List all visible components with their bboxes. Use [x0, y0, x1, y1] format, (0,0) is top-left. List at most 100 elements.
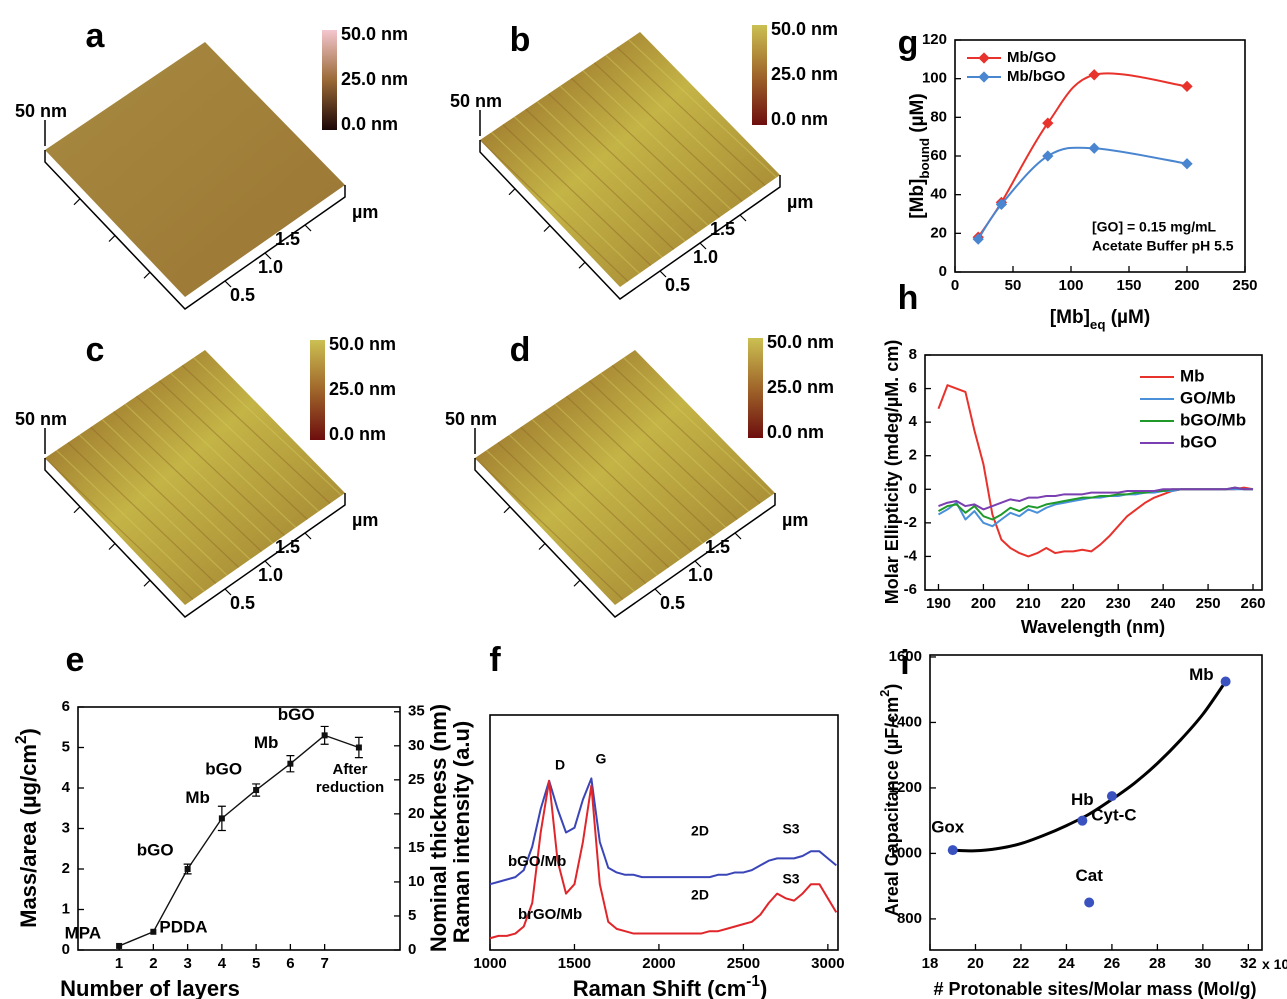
x-tick-label: 190 [926, 595, 951, 612]
peak-label: D [555, 757, 565, 773]
point-label: Mb [1189, 665, 1214, 684]
colorbar-label: 50.0 nm [329, 334, 396, 354]
afm-texture [193, 357, 342, 496]
x-tick-label: 4 [218, 955, 227, 972]
panel-label: b [510, 21, 531, 59]
label-part: ) [760, 976, 767, 999]
panel-label: d [510, 331, 531, 369]
point-label: Mb [254, 733, 279, 752]
y-tick-label: 20 [930, 224, 947, 241]
y-axis-label: Raman intensity (a.u) [449, 721, 474, 943]
axis-tick: 1.5 [275, 229, 300, 249]
afm-texture [486, 449, 635, 592]
plot-frame [489, 714, 839, 951]
series-label: brGO/Mb [518, 906, 582, 923]
afm-texture [566, 395, 715, 536]
afm-texture [90, 426, 240, 568]
legend-label: Mb [1180, 366, 1205, 385]
afm-tick [573, 579, 581, 587]
afm-surface [45, 42, 345, 297]
colorbar-label: 50.0 nm [341, 24, 408, 44]
colorbar-label: 25.0 nm [767, 377, 834, 397]
x-tick-label: 0 [951, 277, 959, 294]
data-point [1042, 150, 1054, 162]
x-tick-label: 28 [1149, 955, 1166, 972]
panel-label: f [489, 641, 501, 679]
axis-tick: 1.0 [688, 565, 713, 585]
axis-tick: 1.0 [693, 247, 718, 267]
afm-tick [508, 188, 516, 196]
legend-label: bGO [1180, 432, 1217, 451]
y-tick-label: 0 [939, 263, 947, 280]
height-label: 50 nm [15, 101, 67, 121]
afm-texture [588, 380, 738, 520]
legend-marker [978, 71, 990, 83]
label-part: (µM) [1105, 307, 1150, 328]
y-tick-label: 40 [930, 186, 947, 203]
x-axis-label: Wavelength (nm) [1021, 617, 1165, 637]
x-tick-label: 6 [286, 955, 294, 972]
colorbar [322, 30, 337, 130]
legend-label: Mb/GO [1007, 49, 1056, 66]
afm-tick [108, 235, 116, 242]
axis-tick: 0.5 [665, 275, 690, 295]
label-part: [Mb] [907, 179, 928, 219]
y-tick-label: 100 [922, 70, 947, 87]
afm-frame [44, 150, 346, 310]
panel-label: g [898, 24, 919, 62]
panel-label: c [86, 331, 105, 369]
panel-label: h [898, 279, 919, 317]
axis-unit: µm [352, 202, 378, 222]
panel-label: e [66, 641, 85, 679]
afm-texture [56, 449, 205, 592]
y-tick-label: 80 [930, 108, 947, 125]
data-line [489, 779, 838, 940]
y2-axis-label: Nominal thickness (nm) [426, 704, 451, 952]
data-point [1181, 80, 1193, 93]
point-label: bGO [278, 705, 315, 724]
y-tick-label: 1600 [889, 648, 922, 665]
x-tick-label: 2500 [727, 955, 760, 972]
afm-texture [593, 62, 743, 202]
afm-tick [264, 252, 272, 260]
point-label: Cat [1075, 866, 1103, 885]
data-point [1181, 158, 1193, 170]
x-axis-label: # Protonable sites/Molar mass (Mol/g) [933, 979, 1256, 999]
afm-texture [502, 124, 652, 266]
axis-unit: µm [787, 192, 813, 212]
label-part: (µM) [907, 93, 928, 138]
x-tick-label: 30 [1195, 955, 1212, 972]
x-tick-label: 26 [1104, 955, 1121, 972]
colorbar [748, 338, 763, 438]
x-tick-label: 220 [1061, 595, 1086, 612]
label-part: eq [1090, 317, 1106, 332]
label-part: 2 [13, 735, 30, 744]
peak-label: 2D [691, 823, 709, 839]
x-axis-label: Raman Shift (cm-1) [573, 973, 768, 999]
afm-surface [475, 350, 775, 605]
colorbar-label: 0.0 nm [771, 109, 828, 129]
axis-tick: 1.0 [258, 257, 283, 277]
x-tick-label: 5 [252, 955, 260, 972]
afm-texture [611, 364, 761, 504]
colorbar-label: 0.0 nm [329, 424, 386, 444]
y-tick-label: 2 [62, 860, 70, 877]
colorbar [752, 25, 767, 125]
data-point [150, 928, 157, 935]
afm-frame [44, 458, 346, 618]
y-tick-label: 6 [62, 698, 70, 715]
x-tick-label: 200 [1174, 277, 1199, 294]
x-scale-label: x 10-4 [1262, 954, 1287, 972]
afm-texture [582, 70, 732, 210]
x-tick-label: 3000 [811, 955, 844, 972]
label-part: Mass/area (µg/cm [16, 744, 41, 928]
data-point [972, 233, 984, 245]
y2-tick-label: 35 [408, 703, 425, 720]
y-tick-label: 120 [922, 31, 947, 48]
afm-tick [143, 579, 151, 587]
legend-marker [978, 52, 990, 64]
afm-texture [491, 131, 640, 274]
afm-tick [659, 270, 667, 278]
